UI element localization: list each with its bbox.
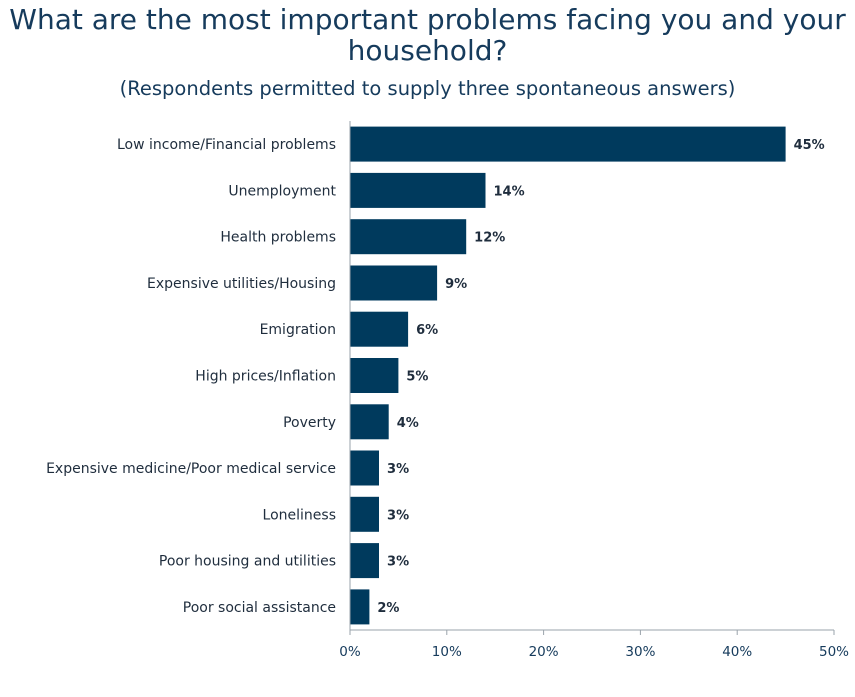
value-label: 5% [406, 370, 428, 385]
value-label: 3% [387, 508, 409, 523]
bar [350, 543, 379, 579]
bar [350, 450, 379, 486]
bar [350, 358, 399, 393]
bar [350, 404, 389, 440]
bar [350, 172, 486, 208]
bar [350, 219, 467, 255]
bars-layer [350, 126, 786, 625]
x-tick-label: 10% [432, 644, 462, 660]
value-label: 45% [794, 138, 825, 153]
value-label: 3% [387, 555, 409, 570]
value-label: 9% [445, 277, 467, 292]
x-axis: 0% 10% 20% 30% 40% 50% [339, 121, 849, 660]
bar [350, 126, 786, 162]
x-tick-label: 30% [625, 644, 655, 660]
chart-title: What are the most important problems fac… [9, 3, 846, 67]
bar [350, 496, 379, 532]
x-tick-label: 50% [819, 644, 849, 660]
category-label: Poverty [283, 415, 336, 431]
x-tick-label: 20% [529, 644, 559, 660]
value-label: 2% [377, 601, 399, 616]
category-label: Loneliness [263, 507, 336, 523]
value-label: 12% [474, 231, 505, 246]
bar [350, 311, 409, 347]
category-label: Emigration [260, 322, 336, 338]
category-label: Health problems [220, 230, 336, 246]
category-label: Low income/Financial problems [117, 137, 336, 153]
category-label: Expensive utilities/Housing [147, 276, 336, 292]
bar [350, 265, 438, 301]
category-label: Expensive medicine/Poor medical service [46, 461, 336, 477]
category-label: High prices/Inflation [195, 369, 336, 385]
x-tick-label: 0% [339, 644, 361, 660]
chart-subtitle: (Respondents permitted to supply three s… [119, 77, 736, 100]
value-label: 14% [494, 184, 525, 199]
bar [350, 589, 370, 625]
category-labels-layer: Low income/Financial problems Unemploymen… [46, 137, 336, 616]
value-label: 6% [416, 323, 438, 338]
value-labels-layer: 45% 14% 12% 9% 6% 5% 4% 3% 3% 3% 2% [377, 138, 824, 616]
value-label: 3% [387, 462, 409, 477]
category-label: Poor social assistance [183, 600, 336, 616]
category-label: Poor housing and utilities [159, 554, 336, 570]
value-label: 4% [397, 416, 419, 431]
category-label: Unemployment [228, 183, 336, 199]
x-tick-label: 40% [722, 644, 752, 660]
